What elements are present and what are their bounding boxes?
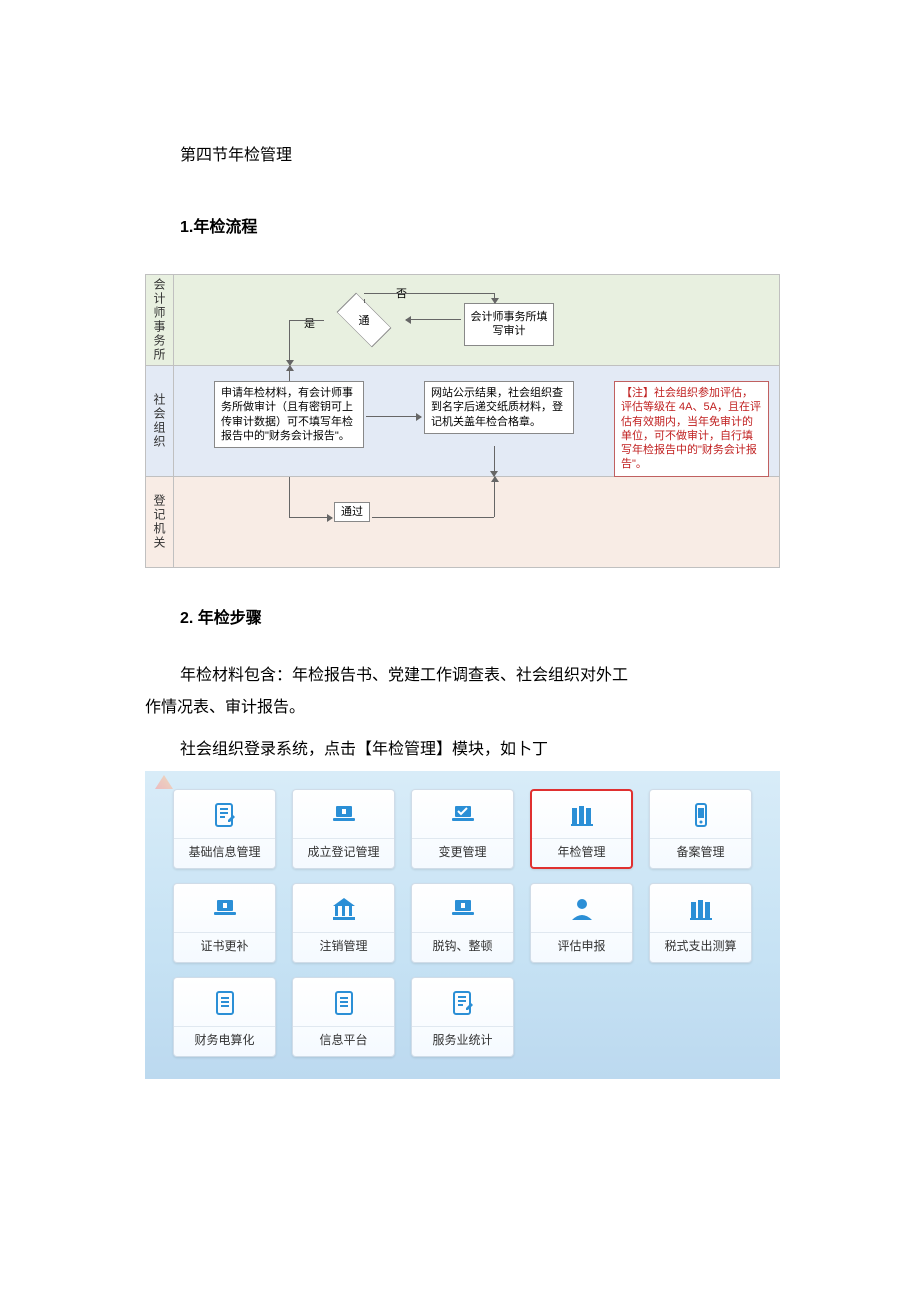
module-card[interactable]: 脱钩、整顿 [411,883,514,963]
pass-box: 通过 [334,502,370,522]
lane-label: 社会组织 [146,366,174,476]
module-card[interactable]: 服务业统计 [411,977,514,1057]
module-card[interactable]: 备案管理 [649,789,752,869]
doc-icon [329,986,359,1020]
module-card[interactable]: 基础信息管理 [173,789,276,869]
books-icon [567,798,597,832]
module-card[interactable]: 财务电算化 [173,977,276,1057]
books-icon [686,892,716,926]
module-card[interactable]: 评估申报 [530,883,633,963]
module-card[interactable]: 税式支出测算 [649,883,752,963]
module-label: 信息平台 [293,1026,394,1048]
publish-box: 网站公示结果，社会组织查到名字后递交纸质材料，登记机关盖年检合格章。 [424,381,574,434]
module-label: 注销管理 [293,932,394,954]
module-card[interactable]: 变更管理 [411,789,514,869]
module-label: 基础信息管理 [174,838,275,860]
section-title: 第四节年检管理 [0,140,920,172]
subheading-1: 1.年检流程 [0,212,920,244]
person-icon [567,892,597,926]
module-card[interactable]: 证书更补 [173,883,276,963]
label-yes: 是 [304,315,315,331]
module-label: 成立登记管理 [293,838,394,860]
module-label: 税式支出测算 [650,932,751,954]
paragraph-line2: 作情况表、审计报告。 [0,692,920,724]
laptop-check-icon [448,798,478,832]
paragraph-2: 社会组织登录系统，点击【年检管理】模块，如卜丁 [0,734,920,766]
module-label: 服务业统计 [412,1026,513,1048]
flowchart: 会计师事务所 否 是 通 会计师事务所填写审计 社会组织 申请年检材料，有会计师… [145,274,780,568]
module-card[interactable]: 成立登记管理 [292,789,395,869]
laptop-up-icon [210,892,240,926]
module-label: 财务电算化 [174,1026,275,1048]
note-box: 【注】社会组织参加评估，评估等级在 4A、5A，且在评估有效期内，当年免审计的单… [614,381,769,477]
module-label: 变更管理 [412,838,513,860]
lane-label: 会计师事务所 [146,275,174,365]
bank-icon [329,892,359,926]
lane-accountant: 会计师事务所 否 是 通 会计师事务所填写审计 [146,275,779,366]
module-card[interactable]: 年检管理 [530,789,633,869]
module-label: 评估申报 [531,932,632,954]
doc-edit-icon [448,986,478,1020]
laptop-up-icon [448,892,478,926]
phone-icon [686,798,716,832]
paragraph-line1: 年检材料包含：年检报告书、党建工作调查表、社会组织对外工 [0,660,920,692]
subheading-2: 2. 年检步骤 [0,603,920,635]
module-label: 证书更补 [174,932,275,954]
module-label: 年检管理 [532,838,631,860]
decision-diamond: 通 [324,300,404,340]
lane-social-org: 社会组织 申请年检材料，有会计师事务所做审计（且有密钥可上传审计数据）可不填写年… [146,366,779,477]
modules-panel: 基础信息管理成立登记管理变更管理年检管理备案管理证书更补注销管理脱钩、整顿评估申… [145,771,780,1079]
module-label: 脱钩、整顿 [412,932,513,954]
material-box: 申请年检材料，有会计师事务所做审计（且有密钥可上传审计数据）可不填写年检报告中的… [214,381,364,448]
doc-icon [210,986,240,1020]
laptop-up-icon [329,798,359,832]
doc-edit-icon [210,798,240,832]
module-card[interactable]: 注销管理 [292,883,395,963]
lane-label: 登记机关 [146,477,174,567]
module-label: 备案管理 [650,838,751,860]
audit-box: 会计师事务所填写审计 [464,303,554,346]
module-card[interactable]: 信息平台 [292,977,395,1057]
lane-registration: 登记机关 通过 [146,477,779,567]
